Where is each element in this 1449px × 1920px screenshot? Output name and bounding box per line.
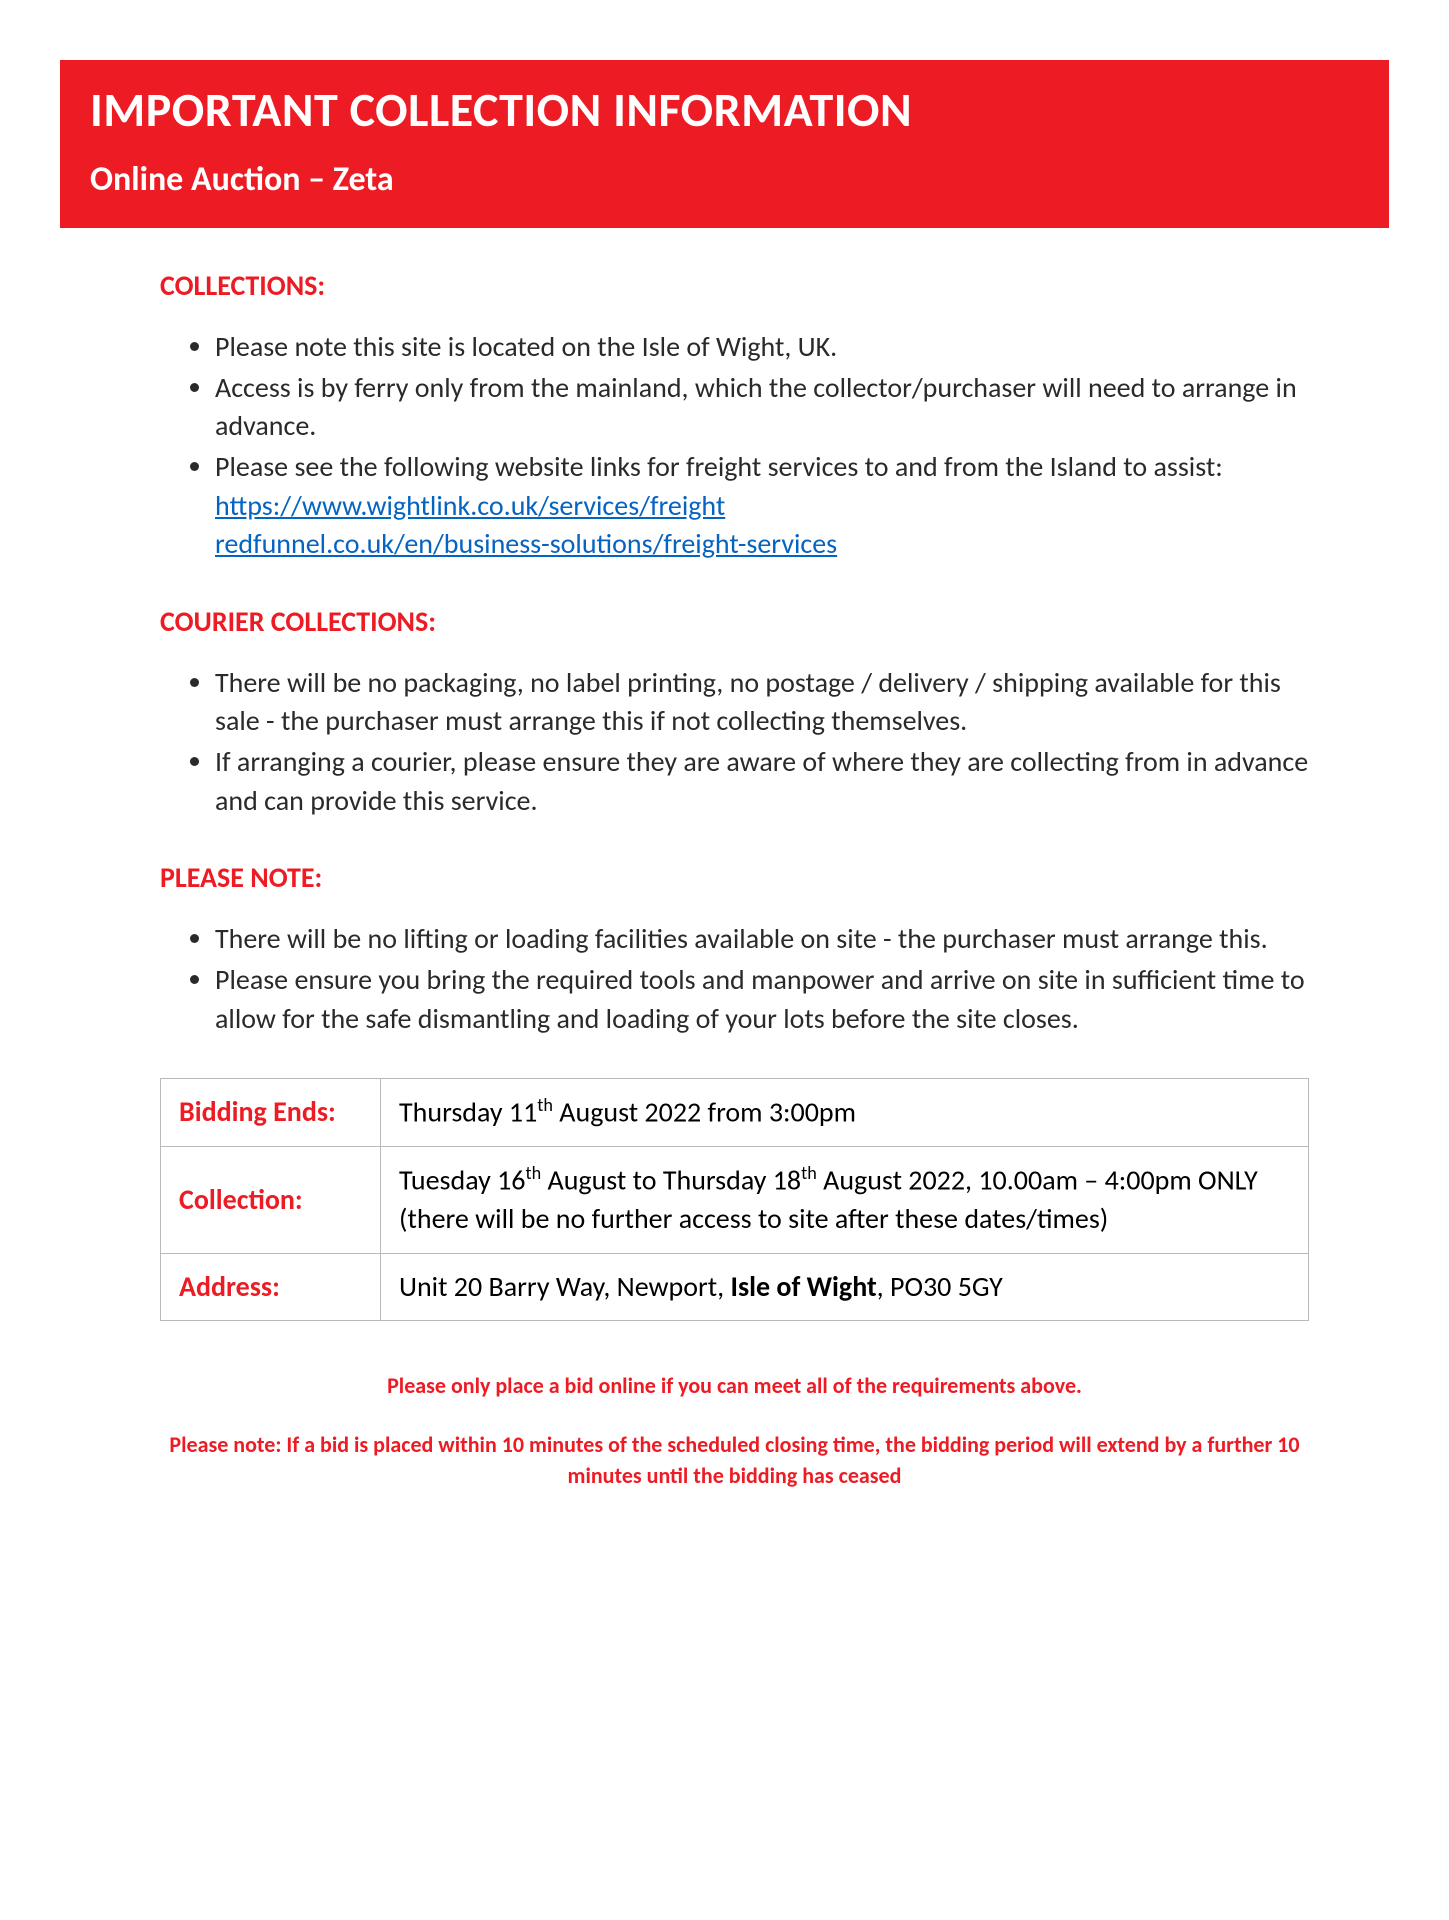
courier-list: There will be no packaging, no label pri…	[160, 664, 1309, 821]
collections-list: Please note this site is located on the …	[160, 328, 1309, 564]
table-row-bidding: Bidding Ends: Thursday 11th August 2022 …	[161, 1079, 1309, 1147]
page: IMPORTANT COLLECTION INFORMATION Online …	[0, 0, 1449, 1580]
table-value: Tuesday 16th August to Thursday 18th Aug…	[381, 1147, 1309, 1254]
header-subtitle: Online Auction – Zeta	[90, 159, 1359, 200]
footer-note-2: Please note: If a bid is placed within 1…	[160, 1430, 1309, 1492]
table-value: Thursday 11th August 2022 from 3:00pm	[381, 1079, 1309, 1147]
collections-heading: COLLECTIONS:	[160, 268, 1309, 303]
courier-heading: COURIER COLLECTIONS:	[160, 604, 1309, 639]
freight-link-wightlink[interactable]: https://www.wightlink.co.uk/services/fre…	[215, 488, 725, 523]
table-label: Bidding Ends:	[161, 1079, 381, 1147]
list-item: Access is by ferry only from the mainlan…	[215, 369, 1309, 446]
list-item: Please see the following website links f…	[215, 448, 1309, 564]
table-row-collection: Collection: Tuesday 16th August to Thurs…	[161, 1147, 1309, 1254]
info-table: Bidding Ends: Thursday 11th August 2022 …	[160, 1078, 1309, 1321]
list-item: Please ensure you bring the required too…	[215, 961, 1309, 1038]
content: COLLECTIONS: Please note this site is lo…	[60, 268, 1389, 1492]
list-item-text: Please see the following website links f…	[215, 449, 1223, 484]
footer-note-1: Please only place a bid online if you ca…	[160, 1371, 1309, 1402]
header-banner: IMPORTANT COLLECTION INFORMATION Online …	[60, 60, 1389, 228]
table-row-address: Address: Unit 20 Barry Way, Newport, Isl…	[161, 1253, 1309, 1321]
list-item: If arranging a courier, please ensure th…	[215, 743, 1309, 820]
list-item: There will be no lifting or loading faci…	[215, 920, 1309, 959]
list-item: There will be no packaging, no label pri…	[215, 664, 1309, 741]
table-label: Collection:	[161, 1147, 381, 1254]
table-value: Unit 20 Barry Way, Newport, Isle of Wigh…	[381, 1253, 1309, 1321]
freight-link-redfunnel[interactable]: redfunnel.co.uk/en/business-solutions/fr…	[215, 526, 837, 561]
list-item: Please note this site is located on the …	[215, 328, 1309, 367]
please-note-heading: PLEASE NOTE:	[160, 860, 1309, 895]
please-note-list: There will be no lifting or loading faci…	[160, 920, 1309, 1038]
table-label: Address:	[161, 1253, 381, 1321]
header-title: IMPORTANT COLLECTION INFORMATION	[90, 80, 1359, 139]
